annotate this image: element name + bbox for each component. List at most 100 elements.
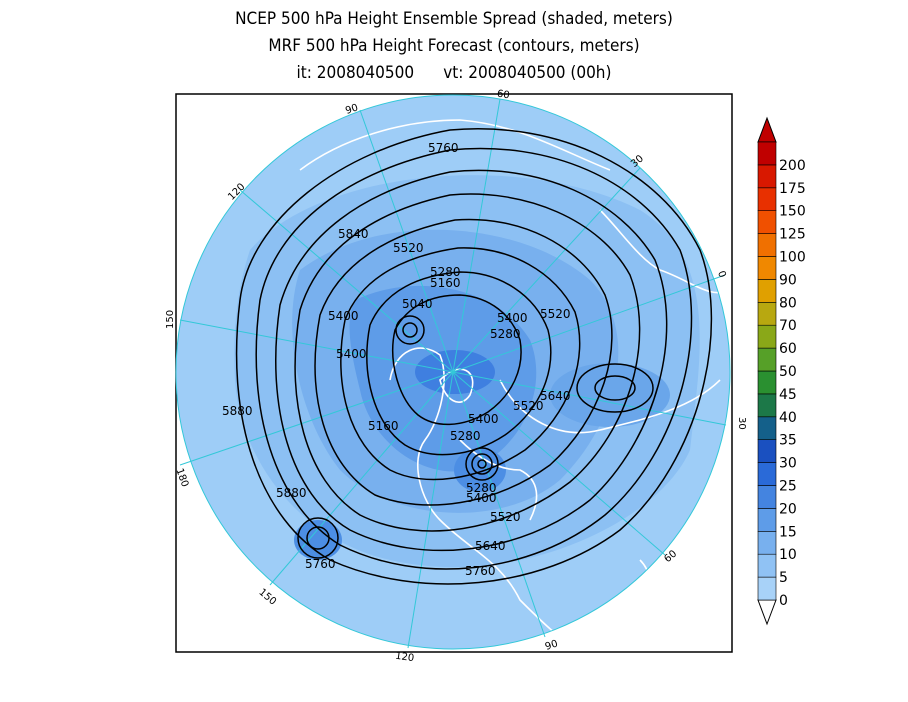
contour-label-5640-right: 5640: [540, 389, 571, 403]
colorbar-swatch: [757, 553, 777, 578]
contour-5760: [255, 147, 693, 570]
contour-label-layer: 5760 5840 5520 5280 5160 5040 5400 5400 …: [222, 141, 571, 578]
colorbar-label: 125: [779, 227, 806, 243]
contour-label-5520-right: 5520: [540, 307, 571, 321]
colorbar-label: 175: [779, 181, 806, 197]
colorbar-swatch: [757, 508, 777, 532]
contour-label-5280-right: 5280: [490, 327, 521, 341]
contour-label-5280-bottom: 5280: [466, 481, 497, 495]
colorbar-swatch: [757, 256, 777, 280]
title-block: NCEP 500 hPa Height Ensemble Spread (sha…: [0, 6, 908, 87]
height-contours: [235, 128, 713, 585]
colorbar-label: 45: [779, 387, 797, 403]
colorbar-swatch: [757, 279, 777, 303]
colorbar-label: 10: [779, 547, 797, 563]
contour-label-5840-left: 5840: [338, 227, 369, 241]
coastline-africa-north: [599, 209, 730, 294]
colorbar-label: 50: [779, 364, 797, 380]
contour-high-europe-inner: [594, 375, 636, 401]
longitude-label-layer: 60 30 0 30 60 90 120 150 180 150 120 90: [165, 89, 747, 665]
contour-label-5400-left: 5400: [328, 309, 359, 323]
contour-label-5040: 5040: [402, 297, 433, 311]
colorbar: 0 5 10 15 20 25 30 35 40 45 50 60 70 80 90 100 125 150 175…: [757, 116, 806, 626]
colorbar-label: 25: [779, 479, 797, 495]
colorbar-swatch: [757, 416, 777, 440]
colorbar-swatch: [757, 187, 777, 212]
contour-label-5400-mid: 5400: [468, 412, 499, 426]
colorbar-swatch: [757, 141, 777, 166]
colorbar-label: 40: [779, 410, 797, 426]
colorbar-swatch: [757, 347, 777, 372]
colorbar-swatch: [757, 301, 777, 326]
contour-label-5520-mid: 5520: [513, 399, 544, 413]
meridian-30w: [452, 371, 727, 426]
contour-low-center-3-inner: [306, 526, 330, 550]
contour-label-5760-left: 5760: [305, 557, 336, 571]
contour-5040: [392, 294, 522, 426]
meridian-150w: [269, 371, 454, 586]
meridians: [179, 98, 727, 649]
title-line-3: it: 2008040500 vt: 2008040500 (00h): [296, 63, 612, 83]
lon-label-90e: 90: [344, 102, 360, 116]
lon-label-150e: 150: [165, 310, 176, 329]
colorbar-label: 90: [779, 272, 797, 288]
colorbar-swatch: [757, 393, 777, 418]
contour-label-5400-bottom: 5400: [466, 491, 497, 505]
meridian-120w: [407, 371, 454, 649]
title-line-2: MRF 500 hPa Height Forecast (contours, m…: [268, 36, 640, 56]
colorbar-label: 5: [779, 570, 788, 586]
contour-label-5880-left: 5880: [222, 404, 253, 418]
meridian-60e: [452, 98, 501, 373]
meridian-0: [452, 274, 726, 373]
colorbar-swatch: [757, 439, 777, 463]
title-line-1: NCEP 500 hPa Height Ensemble Spread (sha…: [235, 9, 673, 29]
colorbar-swatch: [757, 233, 777, 257]
contour-label-5760-bottom: 5760: [465, 564, 496, 578]
contour-low-center-1: [395, 315, 425, 345]
colorbar-label: 0: [779, 593, 788, 609]
disc-outline: [175, 94, 731, 650]
contour-low-center-1-inner: [402, 322, 418, 338]
coastline-europe: [499, 379, 721, 434]
contour-label-5520-top: 5520: [393, 241, 424, 255]
contour-label-5400-left-2: 5400: [336, 347, 367, 361]
colorbar-label: 20: [779, 501, 797, 517]
colorbar-label: 35: [779, 433, 797, 449]
colorbar-label: 60: [779, 341, 797, 357]
colorbar-label: 80: [779, 295, 797, 311]
coastline-north-america: [389, 347, 581, 649]
meridian-90w: [452, 371, 546, 638]
colorbar-label: 15: [779, 524, 797, 540]
meridian-180: [179, 371, 454, 466]
coastline-greenland: [439, 368, 474, 403]
contour-5280: [340, 247, 581, 481]
contour-5640: [275, 169, 668, 552]
contour-label-5400-right: 5400: [497, 311, 528, 325]
colorbar-swatch: [757, 370, 777, 395]
contour-label-5280-top: 5280: [430, 265, 461, 279]
contour-label-5760-top: 5760: [428, 141, 459, 155]
colorbar-swatch: [757, 164, 777, 189]
contour-low-center-3: [297, 517, 339, 559]
meridian-60w: [452, 371, 666, 556]
colorbar-lower-arrow: [757, 599, 777, 626]
coastline-asia: [299, 119, 611, 171]
contour-5160: [366, 271, 552, 456]
contour-label-5880-bottom: 5880: [276, 486, 307, 500]
contour-5400: [314, 218, 613, 506]
contour-5880: [235, 128, 713, 585]
contour-label-5520-bottom: 5520: [490, 510, 521, 524]
colorbar-label: 70: [779, 318, 797, 334]
lon-label-30w: 30: [736, 417, 747, 430]
lon-label-90w: 90: [544, 638, 560, 652]
meridian-30e: [452, 167, 641, 373]
colorbar-label: 150: [779, 204, 806, 220]
contour-label-5160-bottom: 5160: [368, 419, 399, 433]
lon-label-120w: 120: [394, 651, 414, 665]
colorbar-swatch: [757, 210, 777, 234]
colorbar-label: 200: [779, 158, 806, 174]
colorbar-label: 100: [779, 250, 806, 266]
meridian-90e: [359, 109, 454, 373]
colorbar-swatch: [757, 530, 777, 555]
